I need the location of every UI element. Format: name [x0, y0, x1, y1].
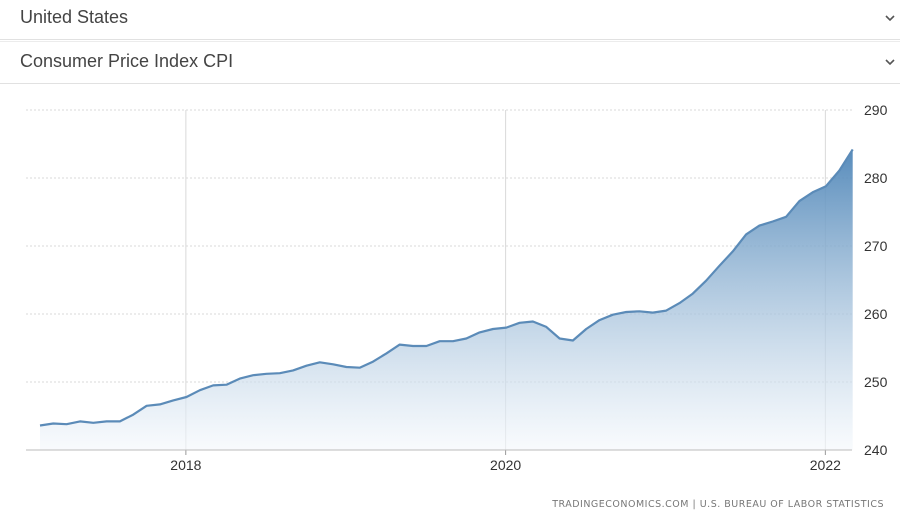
indicator-dropdown-label: Consumer Price Index CPI	[20, 51, 234, 71]
indicator-dropdown[interactable]: Consumer Price Index CPI	[0, 41, 900, 84]
y-tick-label: 280	[864, 170, 888, 186]
country-dropdown[interactable]: United States	[0, 0, 900, 40]
y-tick-label: 290	[864, 102, 888, 118]
x-tick-label: 2018	[170, 457, 201, 473]
source-attribution: TRADINGECONOMICS.COM | U.S. BUREAU OF LA…	[551, 499, 884, 510]
y-tick-label: 250	[864, 374, 888, 390]
x-tick-label: 2022	[810, 457, 841, 473]
series-layer	[39, 148, 854, 450]
y-tick-label: 240	[864, 442, 888, 458]
cpi-series-line	[39, 148, 854, 427]
cpi-area-chart: 240 250 260 270 280 290 2018 2020 2022 TRADINGE…	[26, 102, 888, 510]
chevron-down-icon	[885, 59, 895, 66]
country-dropdown-label: United States	[20, 7, 129, 27]
cpi-area-fill	[40, 149, 853, 450]
x-tick-label: 2020	[490, 457, 521, 473]
y-tick-label: 260	[864, 306, 888, 322]
chevron-down-icon	[885, 15, 895, 22]
y-tick-label: 270	[864, 238, 888, 254]
x-axis: 2018 2020 2022	[26, 449, 852, 473]
y-axis: 240 250 260 270 280 290	[864, 102, 888, 458]
